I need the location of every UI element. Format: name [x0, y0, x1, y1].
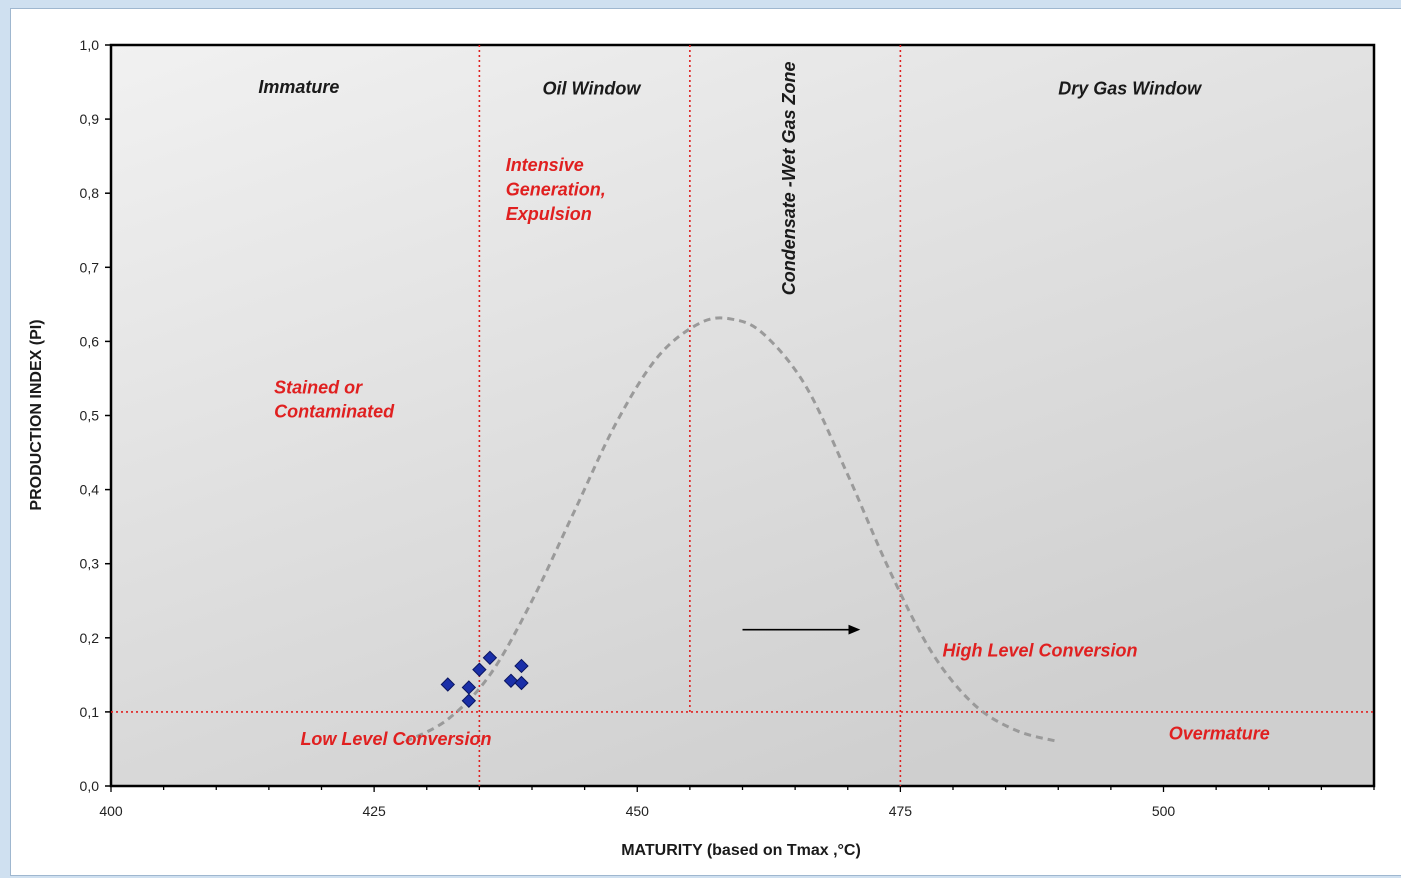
x-tick-label: 400 — [99, 803, 123, 819]
annotations: Immature Oil Window Dry Gas Window Condensa… — [258, 62, 1269, 750]
data-point — [514, 675, 529, 691]
chart-frame: Immature Oil Window Dry Gas Window Condensa… — [10, 8, 1401, 876]
axes: 0,0 0,1 0,2 0,3 0,4 0,5 0,6 0,7 0,8 0,9 1,0 400 425 4… — [80, 37, 1375, 819]
y-tick-label: 0,9 — [80, 111, 100, 127]
y-tick-label: 0,2 — [80, 630, 100, 646]
x-tick-label: 475 — [889, 803, 913, 819]
data-point — [440, 677, 456, 692]
y-tick-label: 0,5 — [80, 408, 100, 424]
plot-area — [109, 43, 1376, 788]
y-axis-title: PRODUCTION INDEX (PI) — [28, 319, 45, 510]
annotation-label: High Level Conversion — [942, 640, 1137, 660]
x-tick-label: 425 — [362, 803, 386, 819]
data-point — [514, 658, 529, 674]
annotation-label: Dry Gas Window — [1058, 79, 1202, 99]
y-tick-label: 0,6 — [80, 333, 100, 349]
data-point — [482, 650, 498, 666]
y-tick-label: 0,8 — [80, 185, 100, 201]
x-tick-label: 500 — [1152, 803, 1176, 819]
annotation-label: Overmature — [1169, 723, 1270, 743]
annotation-label: Oil Window — [543, 79, 642, 99]
reference-lines — [111, 45, 1374, 786]
y-tick-label: 0,4 — [80, 482, 100, 498]
y-tick-label: 0,0 — [80, 778, 100, 794]
maturity-curve — [405, 316, 1059, 743]
annotation-label: Expulsion — [506, 204, 592, 224]
data-point — [472, 662, 487, 677]
chart-svg: Immature Oil Window Dry Gas Window Condensa… — [28, 37, 1376, 859]
annotation-label: Generation, — [506, 179, 606, 199]
data-points — [440, 650, 529, 708]
data-point — [461, 693, 477, 708]
y-tick-label: 0,3 — [80, 556, 100, 572]
y-tick-label: 1,0 — [80, 37, 100, 53]
x-tick-label: 450 — [626, 803, 650, 819]
y-tick-label: 0,1 — [80, 704, 100, 720]
annotation-label: Low Level Conversion — [300, 729, 491, 749]
annotation-label: Stained or — [274, 377, 363, 397]
curve-line — [405, 316, 1059, 743]
x-axis-title: MATURITY (based on Tmax ,°C) — [621, 842, 861, 859]
annotation-label: Immature — [258, 77, 339, 97]
annotation-label: Intensive — [506, 155, 584, 175]
y-tick-label: 0,7 — [80, 259, 100, 275]
annotation-label: Contaminated — [274, 402, 395, 422]
data-point — [503, 673, 519, 688]
annotation-label: Condensate -Wet Gas Zone — [779, 62, 799, 296]
